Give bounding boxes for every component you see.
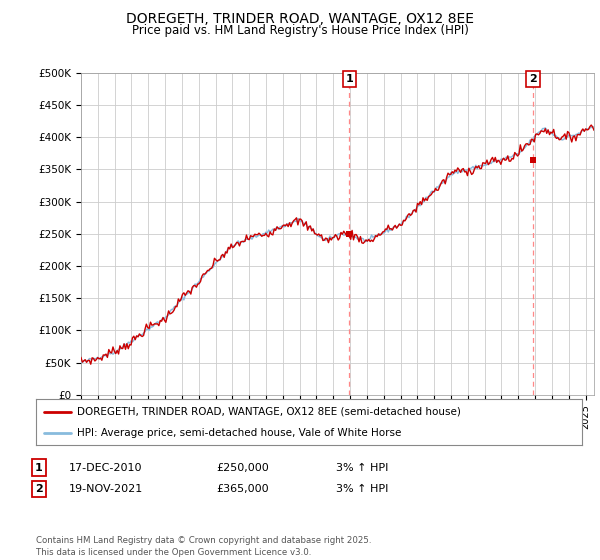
Text: 2: 2: [35, 484, 43, 494]
Text: Price paid vs. HM Land Registry's House Price Index (HPI): Price paid vs. HM Land Registry's House …: [131, 24, 469, 36]
Text: 1: 1: [35, 463, 43, 473]
Text: DOREGETH, TRINDER ROAD, WANTAGE, OX12 8EE: DOREGETH, TRINDER ROAD, WANTAGE, OX12 8E…: [126, 12, 474, 26]
Text: 2: 2: [529, 74, 537, 84]
Text: 19-NOV-2021: 19-NOV-2021: [69, 484, 143, 494]
Text: £250,000: £250,000: [216, 463, 269, 473]
Text: 1: 1: [346, 74, 353, 84]
Text: HPI: Average price, semi-detached house, Vale of White Horse: HPI: Average price, semi-detached house,…: [77, 428, 401, 438]
Text: £365,000: £365,000: [216, 484, 269, 494]
Text: Contains HM Land Registry data © Crown copyright and database right 2025.
This d: Contains HM Land Registry data © Crown c…: [36, 536, 371, 557]
Text: 3% ↑ HPI: 3% ↑ HPI: [336, 484, 388, 494]
Text: 3% ↑ HPI: 3% ↑ HPI: [336, 463, 388, 473]
Text: 17-DEC-2010: 17-DEC-2010: [69, 463, 143, 473]
Text: DOREGETH, TRINDER ROAD, WANTAGE, OX12 8EE (semi-detached house): DOREGETH, TRINDER ROAD, WANTAGE, OX12 8E…: [77, 407, 461, 417]
